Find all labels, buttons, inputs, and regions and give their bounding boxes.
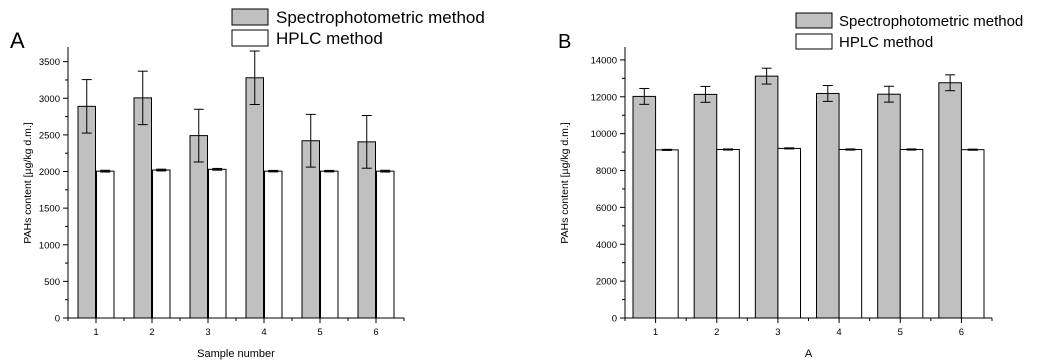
x-tick-label: 4 [836,327,841,338]
x-tick-label: 5 [317,327,322,338]
bar-hplc-6 [961,150,984,318]
legend-label-hplc: HPLC method [276,29,383,48]
bar-hplc-3 [209,169,227,318]
y-tick-label: 3000 [39,94,60,105]
legend-swatch-hplc [796,34,832,49]
bar-hplc-5 [321,171,339,318]
y-tick-label: 6000 [596,203,617,214]
y-tick-label: 4000 [596,240,617,251]
chart-panel-b: B 0 2000 4000 6000 8000 10000 12000 14000 1 2 3 4 5 6 A… [558,13,1023,360]
y-tick-label: 8000 [596,166,617,177]
bar-hplc-1 [656,150,679,318]
x-tick-label: 6 [373,327,378,338]
y-axis-title: PAHs content [µg/kg d.m.] [22,122,34,243]
x-axis-title: Sample number [197,348,275,360]
bar-spectrophotometric-1 [78,106,96,318]
legend-label-spectrophotometric: Spectrophotometric method [839,13,1023,30]
x-tick-label: 4 [261,327,266,338]
bar-spectrophotometric-2 [694,94,717,318]
panel-label: B [558,31,571,53]
legend-swatch-spectrophotometric [232,9,268,25]
bar-hplc-5 [900,150,923,318]
bar-hplc-2 [153,170,171,318]
y-tick-label: 0 [55,314,60,325]
legend: Spectrophotometric method HPLC method [232,8,485,48]
x-axis-title: A [805,348,813,360]
chart-panel-a: A 0 500 1000 1500 2000 2500 3000 3500 1 2 3 4 5 6 Sampl… [10,8,485,360]
bar-hplc-4 [265,171,283,318]
y-tick-label: 10000 [591,129,617,140]
y-tick-label: 3500 [39,57,60,68]
x-tick-label: 2 [149,327,154,338]
y-tick-label: 2000 [596,277,617,288]
bar-hplc-6 [377,171,395,318]
x-tick-label: 3 [775,327,780,338]
bar-hplc-4 [839,150,862,318]
bar-spectrophotometric-2 [134,98,152,318]
y-tick-label: 12000 [591,92,617,103]
x-tick-label: 6 [959,327,964,338]
x-tick-label: 1 [653,327,658,338]
x-tick-label: 1 [93,327,98,338]
y-tick-label: 14000 [591,55,617,66]
legend-swatch-spectrophotometric [796,13,832,28]
legend-label-spectrophotometric: Spectrophotometric method [276,8,485,27]
legend-label-hplc: HPLC method [839,34,933,51]
y-tick-label: 0 [612,314,617,325]
bar-hplc-1 [97,171,115,318]
legend: Spectrophotometric method HPLC method [796,13,1023,51]
x-tick-label: 5 [898,327,903,338]
y-tick-label: 1500 [39,204,60,215]
bar-spectrophotometric-5 [878,94,901,318]
legend-swatch-hplc [232,30,268,46]
bar-hplc-2 [717,150,740,318]
x-tick-label: 2 [714,327,719,338]
bar-spectrophotometric-4 [817,93,840,318]
panel-label: A [10,28,25,53]
x-tick-label: 3 [205,327,210,338]
bar-spectrophotometric-1 [633,96,656,318]
y-axis-title: PAHs content [µg/kg d.m.] [559,122,571,243]
y-tick-label: 2500 [39,130,60,141]
bar-spectrophotometric-3 [755,76,778,318]
y-tick-label: 2000 [39,167,60,178]
bar-spectrophotometric-6 [939,83,962,318]
y-tick-label: 500 [44,277,60,288]
y-tick-label: 1000 [39,240,60,251]
bar-hplc-3 [778,148,801,318]
bar-spectrophotometric-3 [190,136,208,318]
bar-spectrophotometric-4 [246,78,264,318]
